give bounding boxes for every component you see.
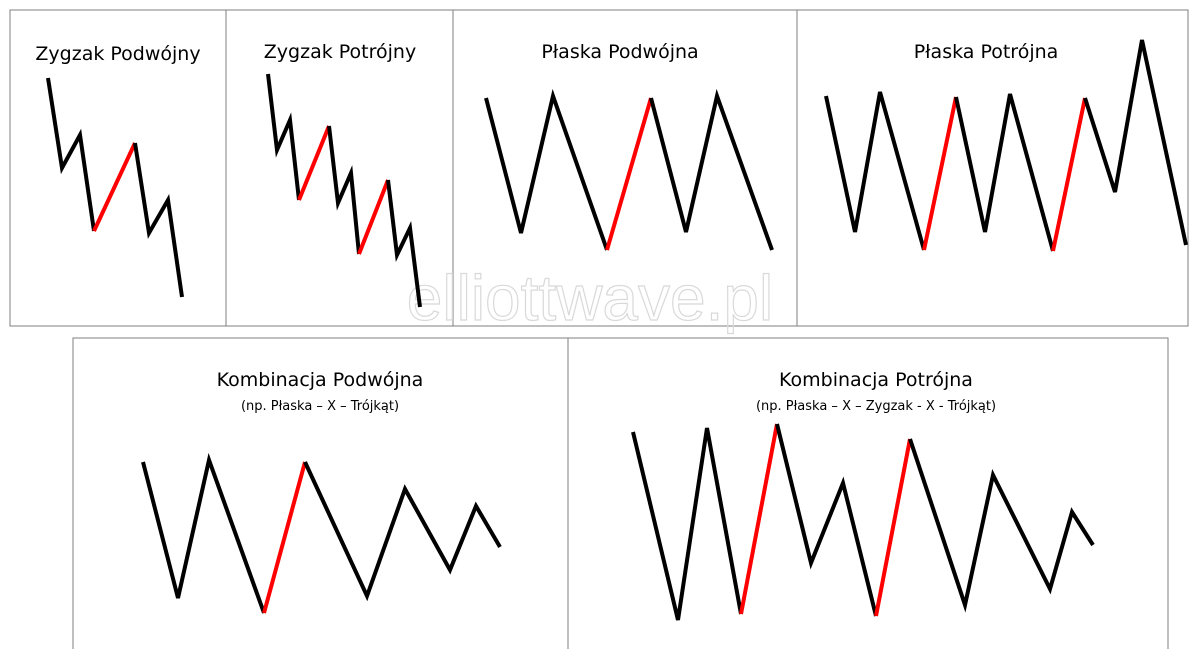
panel-title: Kombinacja Podwójna <box>217 369 424 391</box>
x-wave-line <box>874 438 912 617</box>
wave-line <box>649 88 774 251</box>
panel-subtitle: (np. Płaska – X – Zygzak - X - Trójkąt) <box>756 399 996 414</box>
wave-line <box>303 461 502 602</box>
panel-title: Płaska Potrójna <box>914 41 1059 63</box>
panel-subtitle: (np. Płaska – X – Trójkąt) <box>241 399 399 414</box>
x-wave-line <box>922 96 958 251</box>
wave-line <box>141 452 266 614</box>
wave-line <box>266 73 301 201</box>
watermark: elliottwave.pl <box>407 262 773 334</box>
panel-title: Zygzak Podwójny <box>35 43 200 65</box>
wave-line <box>1083 39 1188 246</box>
panel-box <box>9 9 227 327</box>
wave-line <box>133 142 184 298</box>
wave-line <box>954 93 1055 252</box>
wave-line <box>386 179 422 308</box>
panel-box <box>796 9 1189 327</box>
wave-line <box>46 77 96 232</box>
x-wave-line <box>739 423 779 615</box>
panel-title: Zygzak Potrójny <box>264 41 416 63</box>
x-wave-line <box>357 179 390 255</box>
wave-line <box>327 125 361 255</box>
panel-box <box>452 9 798 327</box>
wave-line <box>908 438 1095 613</box>
wave-line <box>775 423 878 617</box>
x-wave-line <box>92 142 137 232</box>
wave-line <box>484 88 609 251</box>
x-wave-line <box>297 125 331 201</box>
panel-box <box>567 337 1169 649</box>
panel-title: Kombinacja Potrójna <box>779 369 973 391</box>
wave-line <box>824 91 926 251</box>
x-wave-line <box>1051 97 1087 252</box>
wave-line <box>631 427 743 621</box>
panel-title: Płaska Podwójna <box>541 41 698 63</box>
x-wave-line <box>262 461 307 614</box>
x-wave-line <box>605 97 653 251</box>
